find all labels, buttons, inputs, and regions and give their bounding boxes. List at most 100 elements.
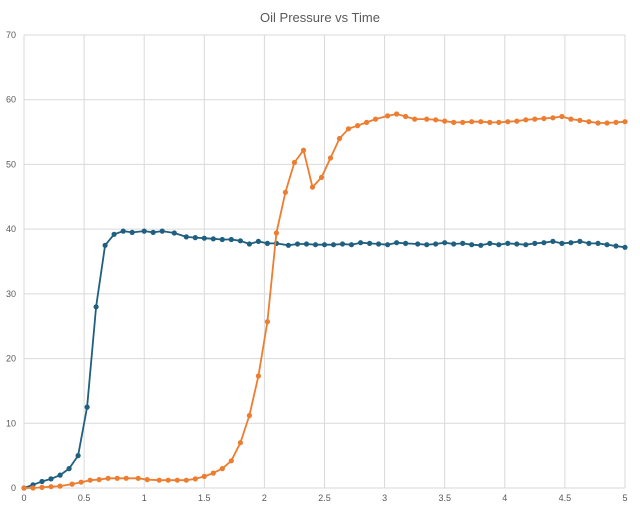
series-1-point bbox=[604, 242, 610, 248]
series-2-point bbox=[291, 159, 297, 166]
series-2-point bbox=[604, 120, 610, 126]
series-2-point bbox=[586, 119, 592, 125]
series-2-point bbox=[183, 477, 189, 483]
series-1-point bbox=[303, 241, 310, 247]
series-2-point bbox=[318, 174, 325, 180]
series-1-point bbox=[348, 242, 355, 248]
series-2-point bbox=[403, 113, 409, 120]
series-1-point bbox=[93, 304, 99, 310]
y-tick-label: 70 bbox=[6, 30, 16, 40]
series-2-point bbox=[309, 184, 316, 190]
series-2-point bbox=[255, 373, 261, 379]
series-1-point bbox=[219, 236, 225, 243]
series-2-point bbox=[57, 483, 63, 489]
series-1-point bbox=[285, 242, 291, 248]
x-tick-label: 5 bbox=[622, 493, 627, 503]
chart-title: Oil Pressure vs Time bbox=[260, 10, 380, 25]
series-1-point bbox=[394, 240, 400, 246]
series-2-point bbox=[523, 117, 529, 123]
series-1-point bbox=[478, 242, 484, 248]
series-2-point bbox=[364, 119, 370, 125]
series-1-point bbox=[321, 242, 328, 248]
series-1-point bbox=[613, 243, 619, 249]
series-1-point bbox=[595, 240, 601, 246]
series-2-point bbox=[613, 119, 619, 125]
series-2-point bbox=[174, 477, 180, 483]
series-1-point bbox=[48, 476, 54, 482]
series-2-point bbox=[327, 155, 334, 161]
series-1-point bbox=[469, 242, 475, 248]
series-2-point bbox=[460, 119, 466, 125]
x-tick-label: 0 bbox=[21, 493, 26, 503]
series-1-point bbox=[505, 240, 511, 246]
series-1-point bbox=[75, 453, 81, 459]
series-2-point bbox=[282, 189, 288, 195]
series-2-point bbox=[96, 477, 102, 483]
x-tick-label: 4.5 bbox=[559, 493, 572, 503]
series-2-point bbox=[192, 476, 198, 482]
series-1-point bbox=[451, 241, 457, 247]
series-1-point bbox=[84, 404, 90, 410]
series-1-point bbox=[57, 472, 63, 478]
series-2-point bbox=[487, 119, 493, 125]
series-1-point bbox=[150, 229, 156, 235]
y-tick-label: 50 bbox=[6, 159, 16, 169]
series-2-point bbox=[273, 230, 279, 236]
series-1-point bbox=[246, 241, 252, 247]
series-1-point bbox=[66, 466, 72, 472]
series-1-point bbox=[192, 235, 198, 241]
series-1-point bbox=[532, 240, 538, 246]
series-1-point bbox=[367, 240, 373, 246]
series-2-point bbox=[622, 119, 628, 125]
series-2-point bbox=[114, 475, 120, 481]
series-1-point bbox=[487, 240, 493, 246]
series-2-point bbox=[442, 118, 448, 124]
series-2-point bbox=[21, 485, 27, 491]
series-2-point bbox=[300, 147, 307, 153]
series-2-point bbox=[78, 479, 84, 485]
series-2-point bbox=[514, 118, 520, 124]
series-2-point bbox=[69, 481, 75, 487]
series-2-point bbox=[39, 484, 45, 490]
series-2-point bbox=[550, 115, 556, 121]
series-1-point bbox=[39, 478, 45, 485]
series-1-point bbox=[294, 241, 301, 247]
series-2-point bbox=[433, 117, 439, 123]
series-2-point bbox=[48, 484, 54, 490]
series-2-point bbox=[336, 135, 343, 142]
series-1-point bbox=[358, 240, 364, 246]
series-1-point bbox=[424, 242, 430, 248]
x-tick-label: 3 bbox=[382, 493, 387, 503]
y-tick-label: 60 bbox=[6, 95, 16, 105]
x-tick-label: 1 bbox=[142, 493, 147, 503]
x-tick-label: 4 bbox=[502, 493, 507, 503]
series-1-point bbox=[385, 242, 391, 248]
series-2-point bbox=[355, 123, 361, 129]
series-2-point bbox=[469, 119, 475, 125]
series-1-point bbox=[376, 241, 382, 247]
series-2-point bbox=[105, 475, 111, 481]
series-2-point bbox=[228, 458, 234, 464]
series-1-point bbox=[550, 238, 556, 244]
series-2-point bbox=[505, 119, 511, 125]
series-2-point bbox=[496, 119, 502, 125]
series-2-point bbox=[385, 113, 391, 119]
series-1-point bbox=[339, 241, 346, 247]
series-1-point bbox=[102, 242, 108, 248]
series-1-point bbox=[460, 240, 466, 246]
y-tick-label: 0 bbox=[11, 483, 16, 493]
series-2-point bbox=[144, 477, 150, 483]
x-tick-label: 3.5 bbox=[438, 493, 451, 503]
series-2-point bbox=[559, 113, 565, 120]
series-1-point bbox=[255, 238, 261, 244]
series-1-point bbox=[442, 240, 448, 246]
x-tick-label: 2 bbox=[262, 493, 267, 503]
series-2-point bbox=[201, 473, 207, 479]
series-1-point bbox=[120, 228, 126, 234]
x-tick-label: 2.5 bbox=[318, 493, 331, 503]
y-tick-label: 30 bbox=[6, 289, 16, 299]
series-1-point bbox=[210, 236, 216, 242]
series-1-point bbox=[237, 238, 243, 244]
series-2-point bbox=[165, 477, 171, 483]
